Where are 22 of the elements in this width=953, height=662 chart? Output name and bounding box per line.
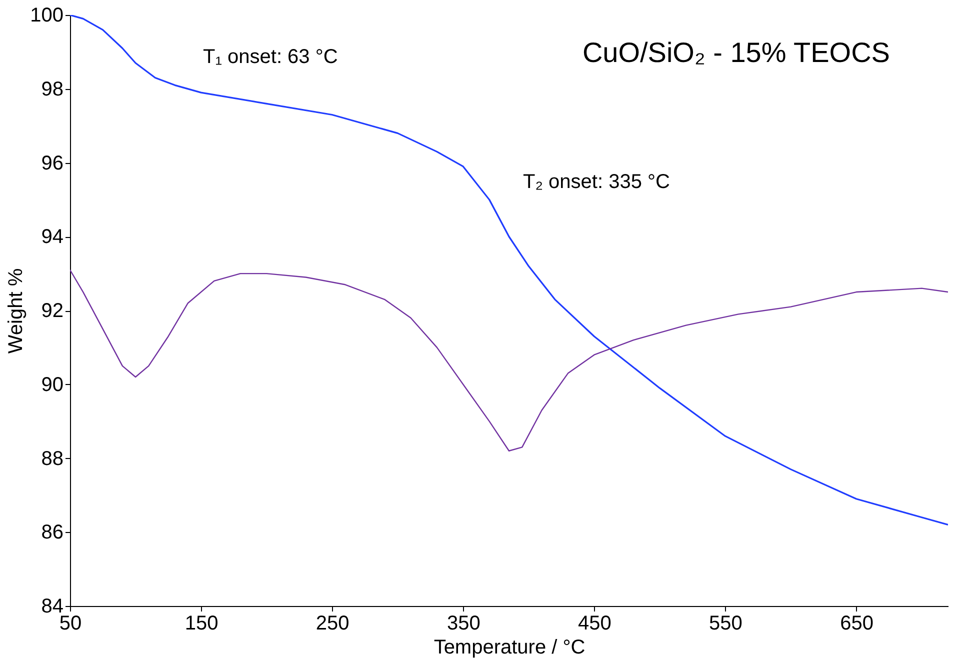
- y-tick-label: 100: [30, 4, 64, 26]
- x-axis-title: Temperature / °C: [434, 636, 586, 658]
- x-tick-label: 250: [316, 612, 350, 634]
- line-series: [70, 15, 948, 526]
- y-tick-label: 90: [41, 374, 64, 396]
- x-tick-label: 350: [446, 612, 480, 634]
- x-tick-label: 150: [184, 612, 218, 634]
- y-tick-label: 88: [41, 448, 64, 470]
- x-tick-label: 550: [709, 612, 742, 634]
- y-tick-label: 98: [41, 78, 64, 100]
- y-tick-label: 92: [41, 300, 64, 322]
- y-tick-label: 94: [41, 226, 64, 248]
- annotation: CuO/SiO₂ - 15% TEOCS: [582, 37, 890, 68]
- annotation: T₂ onset: 335 °C: [523, 171, 670, 193]
- x-tick-label: 650: [840, 612, 874, 634]
- x-tick-label: 50: [59, 612, 82, 634]
- y-tick-label: 96: [41, 152, 64, 174]
- line-series: [70, 269, 948, 452]
- y-axis-title: Weight %: [5, 268, 28, 354]
- x-tick-label: 450: [578, 612, 612, 634]
- y-tick-label: 86: [41, 522, 64, 544]
- annotation: T₁ onset: 63 °C: [203, 46, 338, 68]
